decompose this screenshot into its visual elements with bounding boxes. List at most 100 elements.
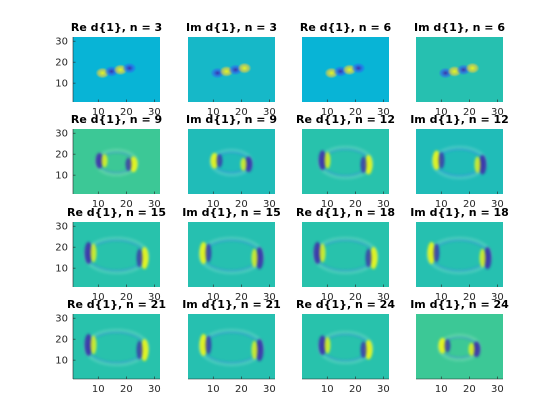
heatmap-lobe — [360, 156, 367, 173]
heatmap-background — [302, 314, 389, 379]
heatmap-lobe — [125, 157, 132, 171]
heatmap-background — [416, 314, 503, 379]
heatmap-panel: Im d{1}, n = 3 — [186, 21, 277, 102]
x-tick-label: 30 — [148, 384, 161, 395]
heatmap-lobe — [136, 248, 143, 268]
heatmap-lobe — [427, 241, 436, 264]
panel-title: Re d{1}, n = 6 — [300, 21, 392, 34]
heatmap-panel: Re d{1}, n = 6 — [300, 21, 392, 102]
x-tick-label: 10 — [92, 292, 105, 303]
heatmap-lobe — [251, 340, 258, 360]
heatmap-lobe — [465, 62, 480, 74]
heatmap-lobe — [365, 248, 372, 268]
heatmap-background — [302, 129, 389, 194]
x-tick-label: 20 — [463, 384, 476, 395]
heatmap-lobe — [199, 241, 208, 264]
heatmap-lobe — [240, 157, 247, 171]
y-tick-label: 10 — [55, 264, 68, 275]
heatmap-lobe — [255, 247, 264, 270]
heatmap-lobe — [251, 248, 258, 268]
x-tick-label: 20 — [349, 199, 362, 210]
x-tick-label: 10 — [207, 199, 220, 210]
heatmap-lobe — [122, 62, 137, 74]
x-tick-label: 20 — [349, 107, 362, 118]
y-tick-label: 30 — [55, 222, 68, 233]
heatmap-panel: Re d{1}, n = 15 30 20 10 — [55, 206, 166, 287]
x-tick-label: 10 — [435, 292, 448, 303]
heatmap-lobe — [483, 247, 492, 270]
x-tick-label: 10 — [321, 292, 334, 303]
x-tick-label: 10 — [321, 199, 334, 210]
panel-title: Im d{1}, n = 24 — [410, 298, 509, 311]
heatmap-lobe — [319, 243, 326, 263]
x-tick-label: 20 — [349, 292, 362, 303]
x-tick-label: 30 — [377, 199, 390, 210]
x-tick-label: 30 — [263, 107, 276, 118]
x-tick-label: 20 — [120, 107, 133, 118]
x-tick-label: 30 — [263, 199, 276, 210]
heatmap-pattern — [210, 62, 252, 79]
panel-title: Re d{1}, n = 12 — [296, 113, 395, 126]
heatmap-pattern — [438, 62, 480, 79]
panel-title: Im d{1}, n = 21 — [182, 298, 281, 311]
x-tick-label: 20 — [235, 292, 248, 303]
x-tick-label: 20 — [235, 199, 248, 210]
heatmap-lobe — [210, 152, 219, 169]
heatmap-panel: Re d{1}, n = 930 20 10 — [55, 113, 162, 194]
heatmap-lobe — [478, 155, 487, 175]
x-tick-label: 30 — [148, 292, 161, 303]
x-tick-label: 10 — [321, 107, 334, 118]
heatmap-pattern — [426, 236, 493, 275]
y-tick-label: 20 — [55, 335, 68, 346]
heatmap-pattern — [317, 330, 374, 365]
heatmap-lobe — [318, 150, 327, 170]
y-tick-label: 30 — [55, 129, 68, 140]
heatmap-lobe — [433, 243, 440, 263]
heatmap-lobe — [313, 241, 322, 264]
heatmap-background — [188, 129, 275, 194]
panel-title: Im d{1}, n = 15 — [182, 206, 281, 219]
panel-title: Re d{1}, n = 3 — [71, 21, 162, 34]
heatmap-pattern — [324, 62, 366, 79]
y-tick-label: 20 — [55, 58, 68, 69]
panel-title: Im d{1}, n = 9 — [186, 113, 277, 126]
y-tick-label: 10 — [55, 79, 68, 90]
heatmap-lobe — [369, 247, 378, 270]
heatmap-panel: Re d{1}, n = 24 10 20 30 — [296, 298, 395, 395]
heatmap-panel: Im d{1}, n = 15 — [182, 206, 281, 287]
heatmap-pattern — [95, 62, 137, 79]
heatmap-pattern — [317, 145, 374, 180]
x-tick-label: 20 — [463, 199, 476, 210]
x-tick-label: 30 — [377, 384, 390, 395]
panel-title: Im d{1}, n = 3 — [186, 21, 277, 34]
heatmap-lobe — [324, 337, 331, 354]
heatmap-lobe — [95, 152, 104, 169]
x-tick-label: 10 — [207, 107, 220, 118]
x-tick-label: 10 — [207, 292, 220, 303]
y-tick-label: 10 — [55, 171, 68, 182]
x-tick-label: 10 — [435, 384, 448, 395]
x-tick-label: 10 — [435, 107, 448, 118]
heatmap-panel: Re d{1}, n = 21 30 20 10 10 20 30 — [55, 298, 166, 395]
heatmap-lobe — [129, 156, 138, 173]
y-tick-label: 30 — [55, 37, 68, 48]
heatmap-lobe — [205, 243, 212, 263]
panel-title: Re d{1}, n = 24 — [296, 298, 395, 311]
heatmap-lobe — [90, 243, 97, 263]
heatmap-pattern — [198, 236, 265, 275]
heatmap-lobe — [199, 333, 208, 356]
heatmap-panel: Im d{1}, n = 18 — [410, 206, 509, 287]
x-tick-label: 10 — [435, 199, 448, 210]
heatmap-lobe — [136, 340, 143, 360]
heatmap-lobe — [472, 341, 481, 358]
heatmap-background — [416, 129, 503, 194]
heatmap-lobe — [438, 152, 445, 169]
heatmap-lobe — [84, 241, 93, 264]
heatmap-lobe — [318, 335, 327, 355]
heatmap-lobe — [101, 154, 108, 168]
panel-title: Re d{1}, n = 15 — [67, 206, 166, 219]
x-tick-label: 20 — [235, 384, 248, 395]
heatmap-lobe — [479, 248, 486, 268]
